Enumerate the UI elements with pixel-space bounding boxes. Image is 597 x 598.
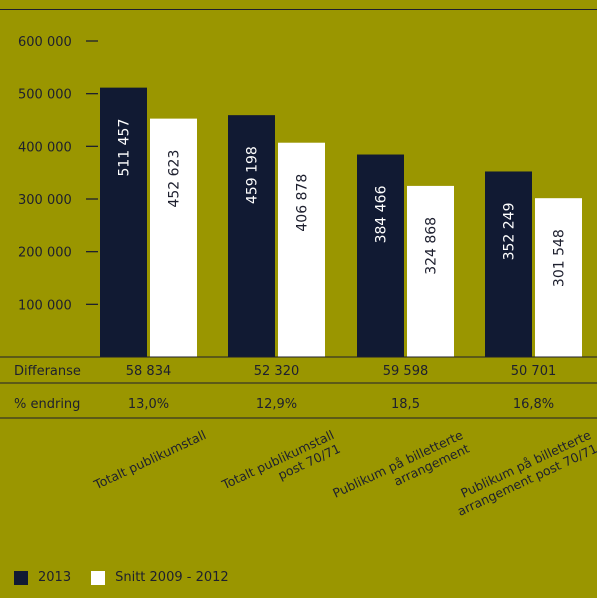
bar (485, 171, 532, 357)
bar-value-label: 352 249 (502, 202, 518, 260)
table-row-label: Differanse (14, 364, 81, 379)
bar (535, 198, 582, 357)
y-tick-label: 300 000 (18, 193, 72, 208)
table-cell: 50 701 (511, 364, 557, 379)
bar-value-label: 384 466 (374, 185, 390, 243)
table-cell: 59 598 (383, 364, 429, 379)
bar (357, 154, 404, 357)
bar-value-label: 301 548 (552, 229, 568, 287)
bar-value-label: 511 457 (117, 119, 133, 177)
table-cell: 52 320 (254, 364, 300, 379)
legend-swatch-snitt (91, 570, 106, 585)
y-tick-label: 600 000 (18, 35, 72, 50)
table-cell: 18,5 (391, 397, 420, 412)
bar-value-label: 406 878 (295, 174, 311, 232)
bar (407, 185, 454, 357)
legend-item-snitt: Snitt 2009 - 2012 (91, 570, 229, 585)
bar (228, 115, 275, 357)
y-tick-label: 400 000 (18, 140, 72, 155)
table-cell: 58 834 (126, 364, 172, 379)
table-cell: 13,0% (128, 397, 169, 412)
y-tick-label: 200 000 (18, 246, 72, 261)
bar-value-label: 452 623 (167, 150, 183, 208)
category-label-line: Totalt publikumstall (91, 427, 209, 492)
category-label: Totalt publikumstall (91, 427, 209, 492)
table-cell: 16,8% (513, 397, 554, 412)
legend: 2013 Snitt 2009 - 2012 (14, 570, 249, 585)
bar (150, 118, 197, 357)
legend-swatch-2013 (14, 570, 28, 585)
bar-value-label: 324 868 (424, 217, 440, 275)
bar-value-label: 459 198 (245, 146, 261, 204)
legend-label-snitt: Snitt 2009 - 2012 (115, 570, 229, 585)
bar-chart-svg: 100 000 200 000 300 000 400 000 500 000 600 0… (0, 35, 597, 519)
bar (278, 142, 325, 357)
y-tick-label: 500 000 (18, 88, 72, 103)
y-tick-label: 100 000 (18, 298, 72, 313)
table-cell: 12,9% (256, 397, 297, 412)
table-row-label: % endring (14, 397, 80, 412)
legend-item-2013: 2013 (14, 570, 71, 585)
top-rule (0, 9, 597, 10)
bar (100, 87, 147, 358)
legend-label-2013: 2013 (38, 570, 72, 585)
